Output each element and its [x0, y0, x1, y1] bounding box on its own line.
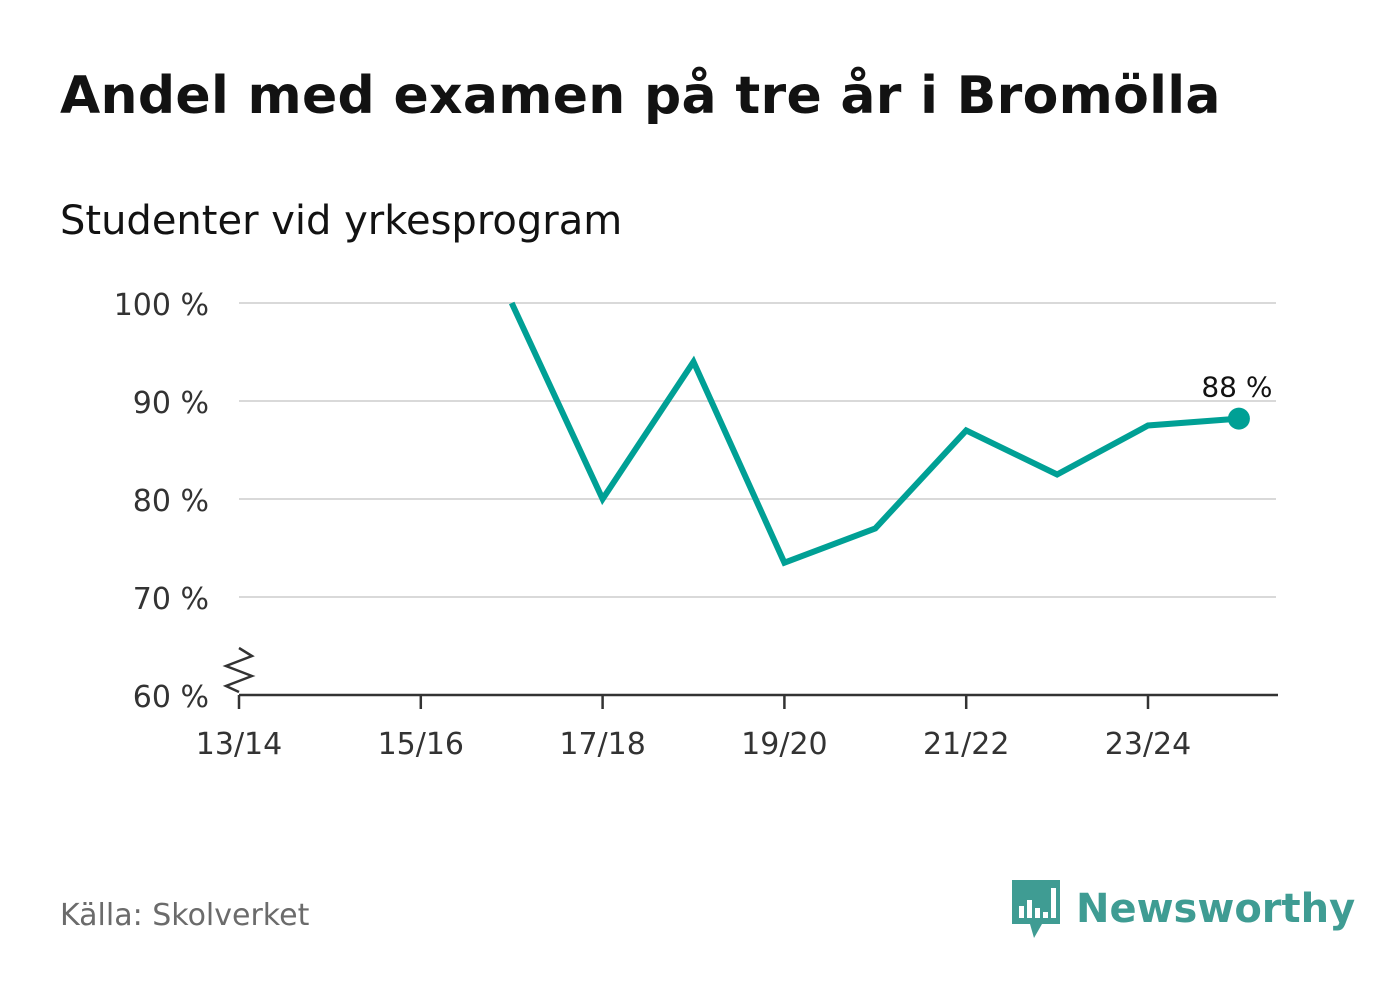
x-tick-label: 23/24 [1105, 727, 1191, 762]
x-tick-label: 21/22 [923, 727, 1009, 762]
x-tick-label: 19/20 [741, 727, 827, 762]
x-tick-label: 17/18 [559, 727, 645, 762]
chart-subtitle: Studenter vid yrkesprogram [60, 198, 623, 244]
y-tick-label: 90 % [133, 386, 209, 421]
end-value-label: 88 % [1201, 371, 1272, 404]
x-tick-label: 15/16 [378, 727, 464, 762]
newsworthy-logo-icon [1012, 880, 1060, 938]
source-text: Källa: Skolverket [60, 898, 310, 933]
x-tick-label: 13/14 [196, 727, 282, 762]
y-tick-label: 80 % [133, 484, 209, 519]
brand-logo: Newsworthy [1010, 878, 1355, 940]
series-line [508, 301, 1240, 567]
y-tick-label: 60 % [133, 680, 209, 715]
y-tick-label: 70 % [133, 582, 209, 617]
brand-name: Newsworthy [1076, 886, 1356, 932]
y-tick-label: 100 % [114, 288, 209, 323]
chart-title: Andel med examen på tre år i Bromölla [60, 66, 1221, 126]
axis-break-icon [222, 646, 256, 694]
end-point-marker [1227, 407, 1250, 430]
